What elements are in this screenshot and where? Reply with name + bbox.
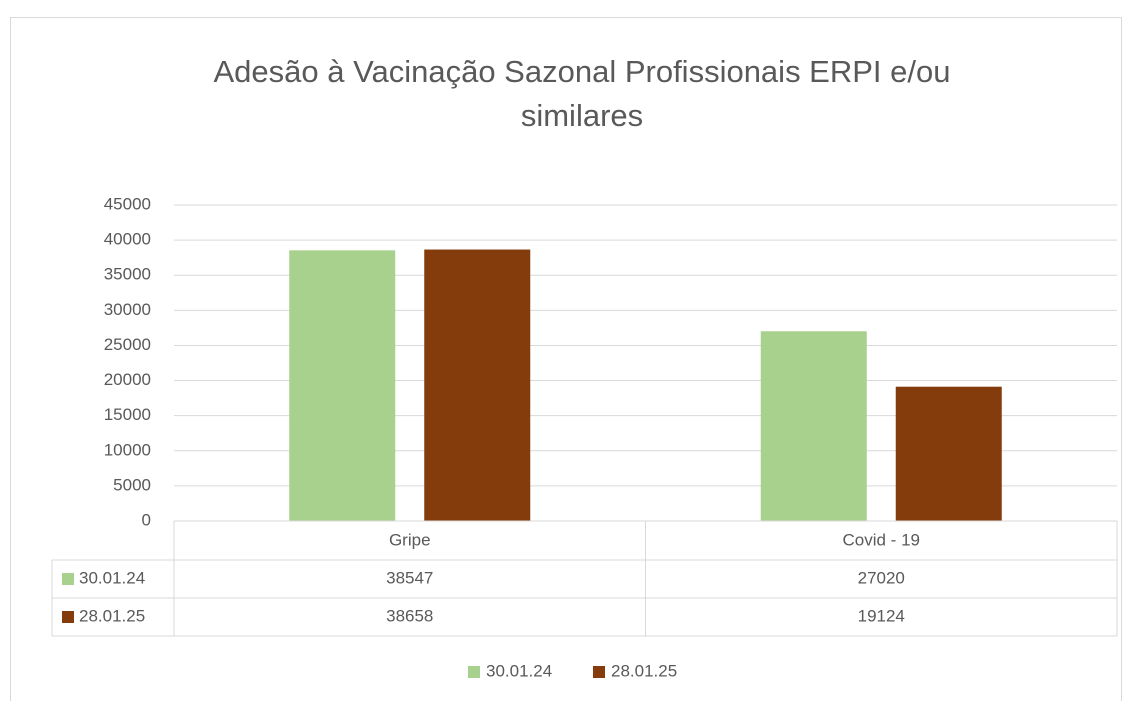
legend-key (468, 666, 480, 678)
table-legend-key (62, 573, 74, 585)
table-value: 38547 (386, 568, 433, 587)
y-tick-label: 5000 (113, 475, 151, 494)
y-tick-label: 40000 (104, 230, 151, 249)
legend-key (593, 666, 605, 678)
x-tick-label: Gripe (389, 530, 431, 549)
bar (895, 386, 1002, 521)
bar (760, 331, 867, 521)
table-value: 38658 (386, 606, 433, 625)
table-legend-key (62, 611, 74, 623)
table-value: 27020 (858, 568, 905, 587)
y-tick-label: 10000 (104, 440, 151, 459)
x-tick-label: Covid - 19 (843, 530, 920, 549)
y-tick-label: 30000 (104, 300, 151, 319)
chart-title: Adesão à Vacinação Sazonal Profissionais… (213, 54, 951, 133)
bar (289, 250, 396, 522)
chart-frame (10, 17, 1122, 701)
y-tick-label: 45000 (104, 194, 151, 213)
table-value: 19124 (858, 606, 905, 625)
bar (424, 249, 531, 522)
y-tick-label: 15000 (104, 405, 151, 424)
y-tick-label: 35000 (104, 265, 151, 284)
table-series-label: 30.01.24 (79, 568, 145, 587)
y-tick-label: 0 (142, 510, 151, 529)
y-tick-label: 20000 (104, 370, 151, 389)
table-series-label: 28.01.25 (79, 606, 145, 625)
y-tick-label: 25000 (104, 335, 151, 354)
legend-label: 30.01.24 (486, 661, 552, 680)
legend-label: 28.01.25 (611, 661, 677, 680)
